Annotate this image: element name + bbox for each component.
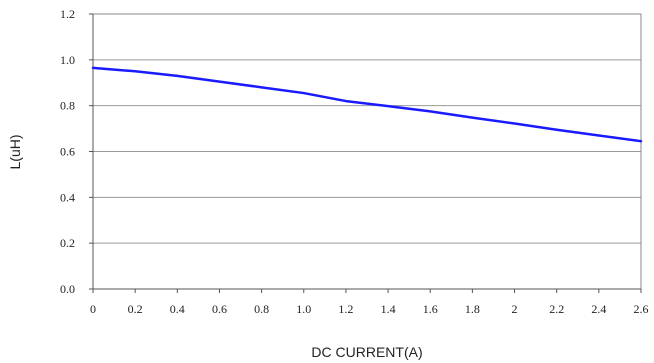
y-tick-label: 0.6 (60, 145, 75, 159)
x-tick-label: 0 (90, 302, 96, 316)
y-tick-label: 0.0 (60, 282, 75, 296)
x-tick-label: 2.6 (634, 302, 649, 316)
x-tick-label: 0.8 (254, 302, 269, 316)
x-tick-label: 2 (512, 302, 518, 316)
series-line (91, 66, 643, 143)
x-axis-title: DC CURRENT(A) (311, 344, 422, 360)
x-tick-label: 0.4 (170, 302, 185, 316)
x-tick-label: 0.6 (212, 302, 227, 316)
x-tick-label: 2.4 (591, 302, 606, 316)
x-tick-label: 1.0 (296, 302, 311, 316)
grid-layer (93, 13, 641, 244)
y-tick-label: 0.2 (60, 236, 75, 250)
ticks-layer: 0.0 0.2 0.4 0.6 0.8 1.0 1.2 0 0.2 0.4 0.6 0.8 1.0 1.2… (60, 7, 649, 316)
x-tick-label: 0.2 (128, 302, 143, 316)
x-tick-label: 1.4 (381, 302, 396, 316)
x-tick-label: 1.8 (465, 302, 480, 316)
y-tick-label: 0.8 (60, 99, 75, 113)
y-tick-label: 1.0 (60, 53, 75, 67)
x-tick-label: 2.2 (549, 302, 564, 316)
x-tick-label: 1.6 (423, 302, 438, 316)
series-layer (91, 66, 643, 143)
y-tick-label: 0.4 (60, 190, 75, 204)
y-axis-title: L(uH) (7, 134, 23, 169)
y-tick-label: 1.2 (60, 7, 75, 21)
x-tick-label: 1.2 (338, 302, 353, 316)
